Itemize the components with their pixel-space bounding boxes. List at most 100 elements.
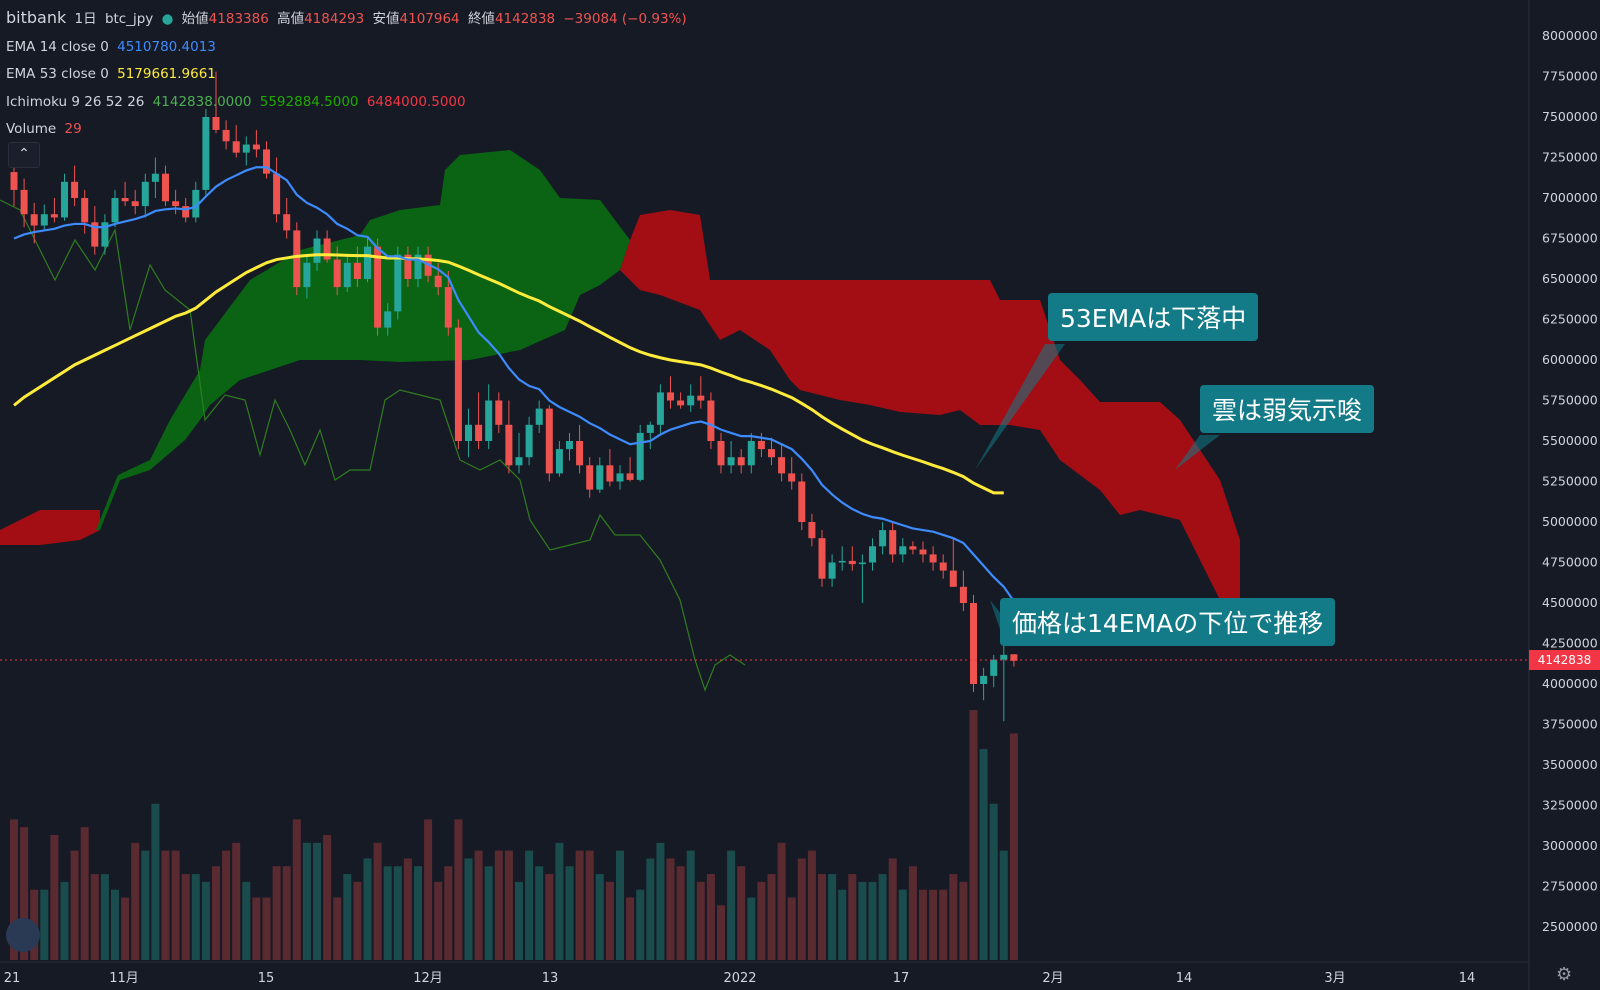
volume-bar bbox=[828, 874, 837, 960]
candle-body bbox=[30, 214, 38, 226]
volume-bar bbox=[181, 874, 190, 960]
price-tick-label: 5500000 bbox=[1542, 433, 1598, 448]
cloud-bear-left bbox=[0, 510, 100, 545]
candle-body bbox=[404, 254, 412, 279]
volume-bar bbox=[373, 842, 382, 960]
exchange-name[interactable]: bitbank bbox=[6, 8, 67, 27]
volume-bar bbox=[191, 874, 200, 960]
volume-bar bbox=[252, 897, 261, 960]
candle-body bbox=[374, 246, 382, 328]
price-tick-label: 7250000 bbox=[1542, 150, 1598, 165]
gear-icon[interactable]: ⚙ bbox=[1556, 964, 1573, 985]
volume-bar bbox=[131, 842, 140, 960]
volume-bar bbox=[878, 874, 887, 960]
price-axis[interactable]: 8000000 7750000 7500000 7250000 7000000 67500… bbox=[1542, 28, 1598, 934]
volume-bar bbox=[575, 850, 584, 960]
candle-body bbox=[333, 259, 341, 288]
volume-bar bbox=[343, 874, 352, 960]
ichimoku-label: Ichimoku 9 26 52 26 bbox=[6, 93, 145, 110]
volume-bar bbox=[939, 889, 948, 960]
price-tick-label: 3750000 bbox=[1542, 717, 1598, 732]
symbol[interactable]: btc_jpy bbox=[104, 11, 154, 27]
cloud-bull bbox=[96, 150, 630, 530]
volume-bar bbox=[1009, 733, 1018, 960]
price-tick-label: 6500000 bbox=[1542, 271, 1598, 286]
candle-body bbox=[727, 457, 735, 466]
candle-body bbox=[606, 465, 614, 482]
time-axis[interactable]: 21 11月 15 12月 13 2022 17 2月 14 3月 14 bbox=[4, 971, 1476, 986]
volume-bar bbox=[494, 850, 503, 960]
volume-bar bbox=[403, 858, 412, 960]
volume-bar bbox=[989, 803, 998, 960]
candle-body bbox=[10, 172, 18, 190]
candle-body bbox=[71, 181, 79, 198]
candle-body bbox=[838, 560, 846, 563]
candle-body bbox=[818, 538, 826, 579]
candle-body bbox=[131, 201, 139, 207]
candle-body bbox=[889, 530, 897, 555]
price-tick-label: 8000000 bbox=[1542, 28, 1598, 43]
volume-bar bbox=[201, 881, 210, 960]
volume-bar bbox=[737, 866, 746, 960]
volume-legend[interactable]: Volume 29 bbox=[6, 116, 687, 144]
candle-body bbox=[768, 449, 775, 458]
volume-bar bbox=[504, 850, 513, 960]
volume-bar bbox=[848, 874, 857, 960]
volume-bar bbox=[353, 881, 362, 960]
candle-body bbox=[747, 441, 755, 466]
ichimoku-legend[interactable]: Ichimoku 9 26 52 26 4142838.0000 5592884… bbox=[6, 89, 687, 117]
price-tick-label: 4750000 bbox=[1542, 555, 1598, 570]
time-tick-label: 17 bbox=[893, 971, 910, 986]
price-tick-label: 4000000 bbox=[1542, 676, 1598, 691]
volume-bar bbox=[757, 881, 766, 960]
candle-body bbox=[990, 659, 998, 676]
candle-body bbox=[919, 549, 927, 555]
candle-body bbox=[61, 181, 68, 218]
price-tick-label: 7000000 bbox=[1542, 190, 1598, 205]
ema53-value: 5179661.9661 bbox=[117, 66, 216, 82]
ema14-legend[interactable]: EMA 14 close 0 4510780.4013 bbox=[6, 34, 687, 62]
volume-bar bbox=[636, 889, 645, 960]
volume-bar bbox=[50, 835, 59, 960]
candle-body bbox=[808, 522, 816, 539]
volume-bar bbox=[868, 881, 877, 960]
ema53-label: EMA 53 close 0 bbox=[6, 66, 109, 82]
volume-bar bbox=[454, 819, 463, 960]
candle-body bbox=[677, 400, 685, 406]
interval[interactable]: 1日 bbox=[74, 11, 97, 27]
time-tick-label: 21 bbox=[4, 971, 21, 986]
price-tick-label: 5750000 bbox=[1542, 393, 1598, 408]
candle-body bbox=[20, 189, 28, 215]
volume-bar bbox=[383, 866, 392, 960]
time-tick-label: 2月 bbox=[1042, 971, 1063, 986]
ichimoku-cloud bbox=[0, 150, 1240, 600]
ema14-line bbox=[13, 166, 1015, 602]
volume-bar bbox=[807, 850, 816, 960]
candle-body bbox=[313, 238, 321, 263]
candle-body bbox=[697, 395, 705, 401]
price-tick-label: 3500000 bbox=[1542, 757, 1598, 772]
ema53-line bbox=[13, 253, 1004, 495]
volume-bar bbox=[898, 889, 907, 960]
candle-body bbox=[929, 554, 937, 563]
time-tick-label: 15 bbox=[258, 971, 275, 986]
ichimoku-value-1: 4142838.0000 bbox=[152, 93, 252, 110]
collapse-legend-button[interactable]: ⌃ bbox=[8, 142, 40, 168]
volume-bar bbox=[545, 874, 554, 960]
chevron-up-icon: ⌃ bbox=[18, 146, 30, 162]
candle-body bbox=[909, 546, 917, 550]
candle-body bbox=[949, 570, 957, 587]
candle-body bbox=[525, 424, 533, 458]
candle-body bbox=[586, 465, 594, 490]
ema53-legend[interactable]: EMA 53 close 0 5179661.9661 bbox=[6, 61, 687, 89]
volume-bar bbox=[959, 881, 968, 960]
price-tick-label: 3000000 bbox=[1542, 838, 1598, 853]
candle-body bbox=[848, 560, 856, 565]
candle-body bbox=[434, 275, 442, 288]
candle-body bbox=[40, 214, 48, 226]
pointer-cloud bbox=[1175, 435, 1220, 470]
ichimoku-value-3: 6484000.5000 bbox=[366, 93, 466, 110]
candle-body bbox=[50, 214, 58, 218]
candle-body bbox=[151, 173, 159, 182]
